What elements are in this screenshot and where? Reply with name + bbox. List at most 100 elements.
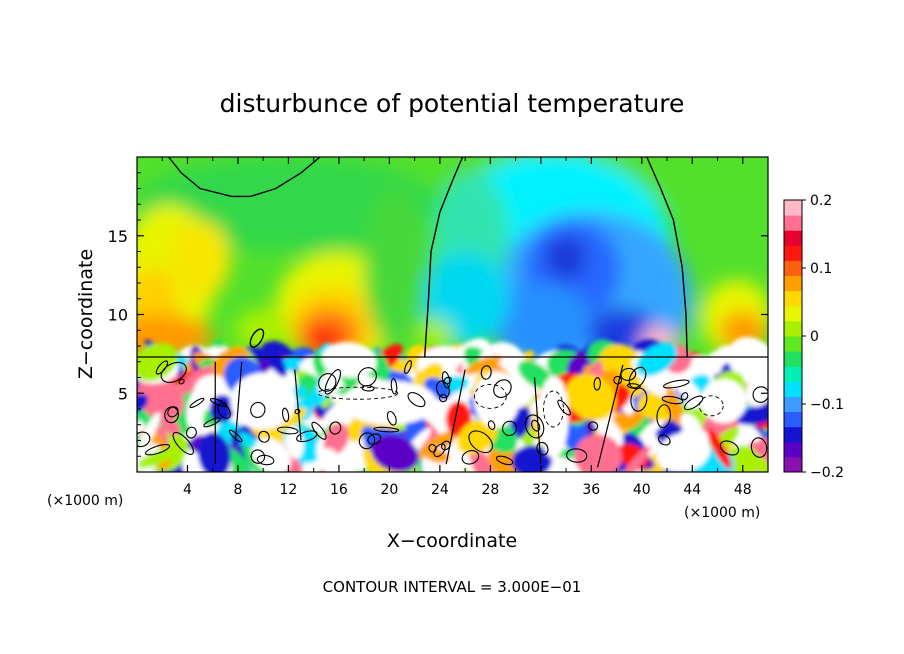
contour-line [217, 403, 231, 419]
plot-area [137, 157, 768, 472]
contour-line [185, 426, 197, 439]
field-region [321, 342, 377, 378]
contour-line [656, 404, 671, 429]
field-region [176, 365, 214, 396]
contour-line [373, 426, 400, 433]
contour-line [445, 369, 466, 465]
contour-line [256, 454, 275, 466]
colorbar-swatch [784, 275, 802, 292]
contour-line [294, 369, 302, 441]
field-region [736, 401, 768, 425]
field-region [343, 423, 365, 443]
contour-line [588, 421, 599, 431]
field-region [636, 342, 678, 377]
contour-line [433, 443, 446, 458]
x-unit-right: (×1000 m) [684, 505, 760, 521]
colorbar-swatch [784, 260, 802, 277]
contour-line [441, 371, 451, 389]
contour-line [250, 449, 266, 464]
contour-line [557, 399, 571, 416]
contour-interval-note: CONTOUR INTERVAL = 3.000E−01 [323, 578, 582, 596]
colorbar-tick-label: −0.2 [810, 465, 844, 481]
contour-line [296, 430, 318, 443]
field-region [169, 220, 231, 299]
field-region [137, 376, 184, 421]
contour-line [719, 440, 740, 456]
chart-title: disturbunce of potential temperature [220, 89, 685, 118]
contour-line [461, 450, 480, 465]
field-region [701, 379, 747, 424]
contour-line [390, 378, 398, 395]
field-region [672, 375, 703, 404]
upper-field [137, 157, 768, 386]
contour-line [155, 360, 169, 375]
colorbar-swatch [784, 441, 802, 458]
contour-line [628, 366, 647, 389]
field-region [565, 374, 617, 421]
field-region [319, 448, 341, 472]
contour-line [137, 431, 151, 448]
y-tick-label: 15 [108, 227, 128, 246]
field-region [538, 375, 569, 458]
colorbar-swatch [784, 215, 802, 231]
x-tick-label: 40 [633, 482, 651, 498]
contour-line [407, 392, 426, 408]
field-region [511, 445, 553, 472]
field-region [593, 413, 624, 447]
contour-line [357, 367, 377, 387]
x-axis-label: X−coordinate [387, 530, 517, 552]
contour-line [144, 444, 171, 456]
contour-line [495, 455, 514, 466]
field-region [707, 428, 732, 469]
contour-line [249, 328, 265, 348]
y-tick-label: 10 [108, 306, 128, 325]
contour-line [178, 378, 185, 385]
contour-line [502, 420, 518, 436]
field-region [457, 418, 498, 455]
colorbar-swatch [784, 320, 802, 337]
contour-line [683, 395, 704, 411]
contour-line [630, 387, 648, 412]
field-region [262, 342, 287, 377]
x-tick-label: 4 [183, 482, 192, 498]
contour-line [318, 373, 337, 392]
y-axis: 5 10 15 [108, 172, 768, 457]
contour-line [566, 448, 588, 463]
x-tick-label: 24 [431, 482, 449, 498]
contour-line [593, 377, 601, 391]
contour-line [468, 430, 494, 454]
contour-line [358, 432, 376, 450]
field-region [490, 283, 592, 362]
contour-line [439, 393, 448, 403]
field-region [137, 412, 161, 456]
contour-line [160, 361, 187, 383]
contour-line [493, 379, 512, 398]
contour-line [440, 440, 451, 451]
contour-line [597, 364, 624, 468]
field-region [574, 434, 622, 472]
field-region [545, 235, 587, 280]
x-tick-label: 48 [734, 482, 752, 498]
field-region [230, 372, 297, 430]
x-tick-label: 36 [582, 482, 600, 498]
colorbar-swatch [784, 230, 802, 246]
colorbar-swatch [784, 336, 802, 352]
contour-lines [137, 157, 768, 468]
field-region [137, 343, 178, 382]
contour-line [661, 395, 684, 405]
contour-line [473, 383, 507, 409]
contour-line [250, 401, 266, 418]
x-tick-label: 32 [532, 482, 550, 498]
contour-line [209, 398, 228, 408]
x-tick-label: 44 [683, 482, 701, 498]
contour-line [282, 407, 290, 423]
field-region [473, 371, 520, 428]
colorbar-swatch [784, 426, 802, 443]
field-region [518, 360, 554, 390]
contour-line [680, 392, 689, 401]
colorbar: 0.2 0.1 0 −0.1 −0.2 [783, 193, 844, 481]
contour-line [317, 386, 399, 400]
field-region [251, 437, 291, 472]
field-region [137, 447, 179, 469]
